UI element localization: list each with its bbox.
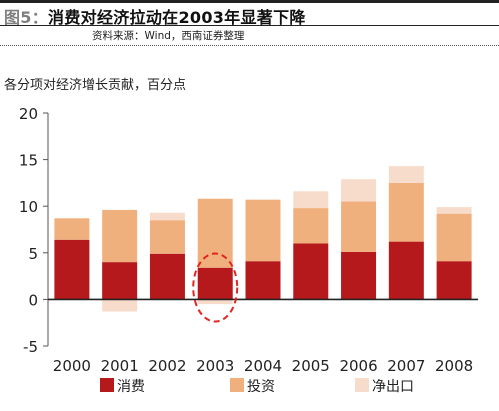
bar-net-export: [293, 191, 329, 209]
x-tick-label: 2000: [53, 357, 91, 375]
y-tick-label: 10: [19, 198, 38, 216]
bar-investment: [341, 201, 377, 252]
bar-net-export: [102, 299, 138, 312]
bar-net-export: [149, 212, 185, 221]
bar-consumption: [54, 239, 90, 300]
y-tick-label: -5: [23, 338, 38, 356]
legend-swatch: [100, 378, 114, 392]
y-tick-label: 20: [19, 105, 38, 123]
bar-consumption: [293, 243, 329, 300]
chart-title: 图5：消费对经济拉动在2003年显著下降: [4, 4, 306, 28]
bar-investment: [436, 213, 472, 262]
legend-swatch: [355, 378, 369, 392]
x-tick-label: 2001: [101, 357, 139, 375]
bar-investment: [197, 198, 233, 268]
bar-consumption: [341, 251, 377, 300]
bar-investment: [293, 208, 329, 244]
bar-net-export: [341, 179, 377, 202]
y-tick-label: 0: [28, 291, 38, 309]
figure-tag: 图5：: [4, 8, 49, 27]
source-note: 资料来源：Wind，西南证券整理: [92, 30, 245, 42]
bar-consumption: [245, 261, 281, 300]
legend-label: 消费: [117, 379, 145, 395]
source-divider: [0, 45, 499, 46]
bar-investment: [54, 218, 90, 240]
bar-consumption: [197, 267, 233, 300]
legend-label: 净出口: [372, 379, 414, 395]
legend-label: 投资: [247, 379, 275, 395]
bar-investment: [388, 182, 424, 242]
bar-net-export: [197, 299, 233, 305]
bar-net-export: [436, 207, 472, 214]
legend-swatch: [230, 378, 244, 392]
y-tick-label: 15: [19, 152, 38, 170]
y-axis-label: 各分项对经济增长贡献，百分点: [4, 78, 187, 93]
figure-title: 消费对经济拉动在2003年显著下降: [48, 8, 306, 27]
bar-net-export: [388, 166, 424, 183]
x-tick-label: 2008: [435, 357, 473, 375]
x-tick-label: 2003: [196, 357, 234, 375]
x-tick-label: 2004: [244, 357, 282, 375]
bar-consumption: [102, 262, 138, 300]
x-tick-label: 2007: [387, 357, 425, 375]
x-tick-label: 2006: [339, 357, 377, 375]
bar-consumption: [436, 261, 472, 300]
bar-consumption: [149, 253, 185, 300]
bar-investment: [245, 199, 281, 262]
highlight-ellipse: [192, 252, 239, 323]
x-tick-label: 2005: [292, 357, 330, 375]
bar-investment: [149, 220, 185, 254]
title-bar: 图5：消费对经济拉动在2003年显著下降: [0, 0, 499, 28]
bar-consumption: [388, 241, 424, 300]
bar-investment: [102, 209, 138, 263]
y-tick-label: 5: [28, 245, 38, 263]
x-tick-label: 2002: [148, 357, 186, 375]
